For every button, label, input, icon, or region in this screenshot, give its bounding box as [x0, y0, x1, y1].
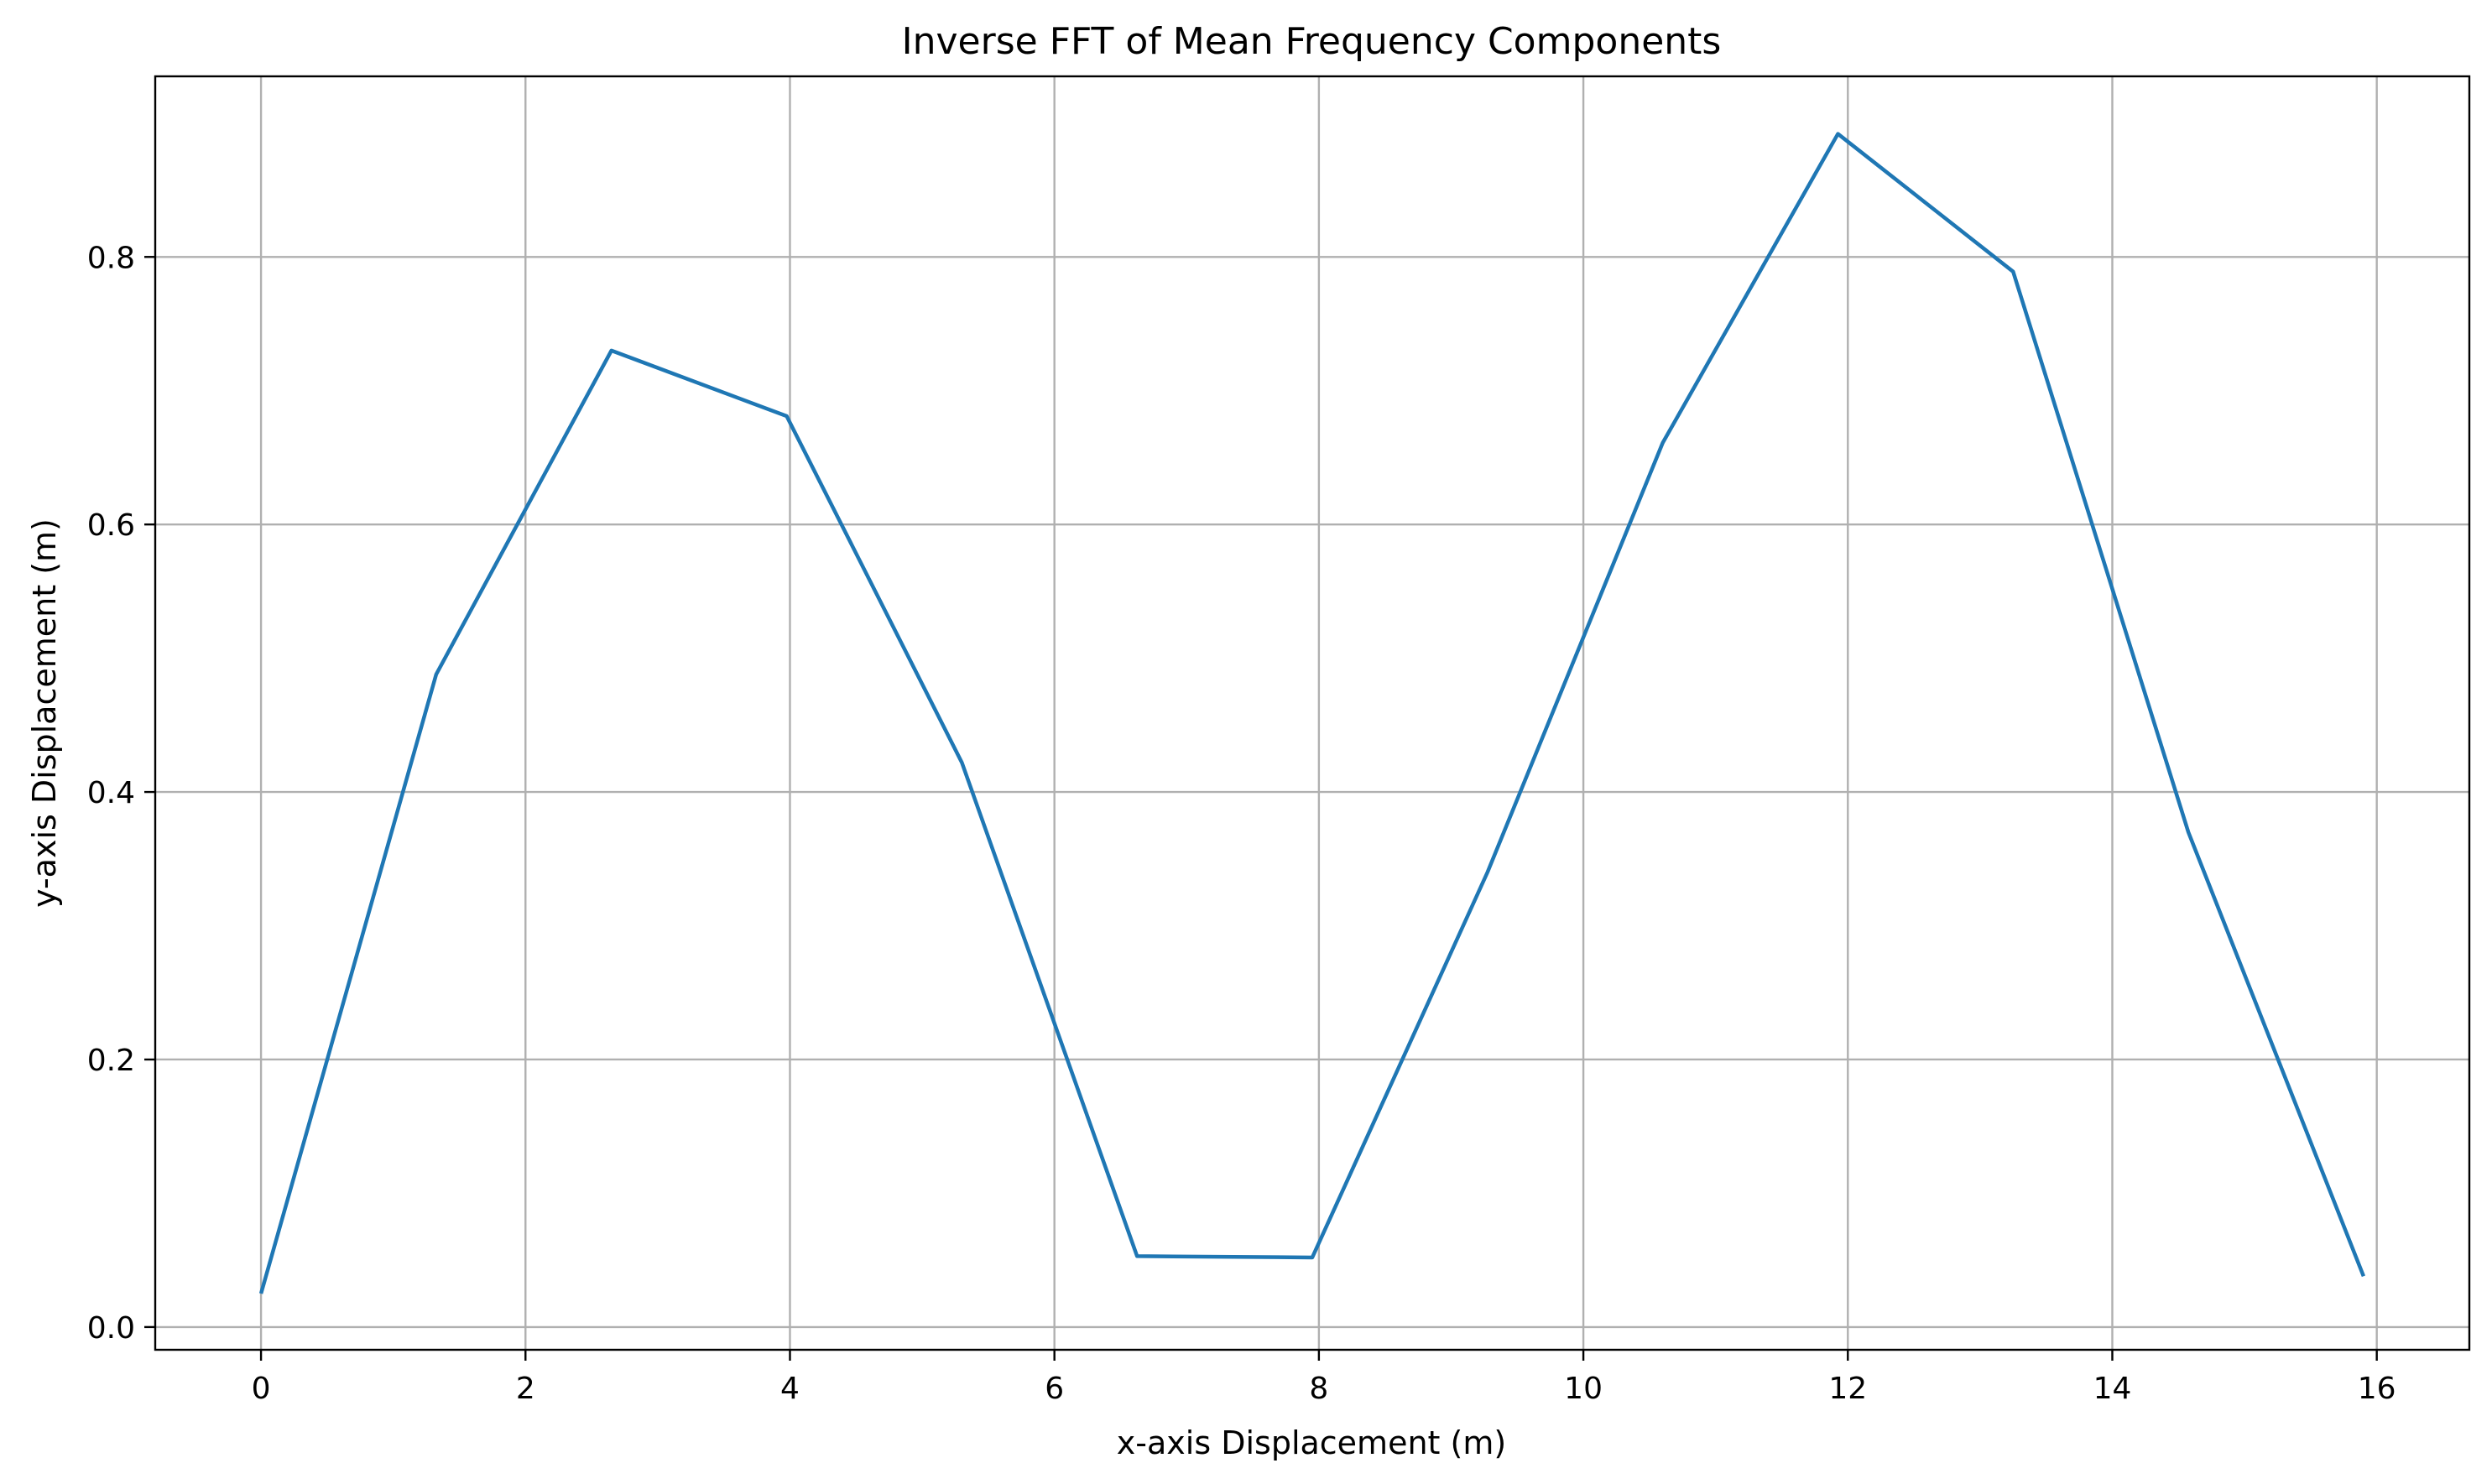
y-tick-label: 0.6: [87, 508, 135, 543]
x-tick-label: 8: [1309, 1372, 1328, 1406]
x-tick-label: 14: [2093, 1372, 2132, 1406]
y-tick-label: 0.8: [87, 241, 135, 275]
x-tick-label: 12: [1828, 1372, 1867, 1406]
x-tick-label: 16: [2358, 1372, 2396, 1406]
x-tick-label: 10: [1564, 1372, 1603, 1406]
horizontal-gridlines: [155, 256, 2469, 1329]
x-axis-label: x-axis Displacement (m): [1117, 1424, 1506, 1461]
series-line: [258, 132, 2366, 1294]
series-layer: [258, 132, 2366, 1294]
x-tick-label: 2: [516, 1372, 535, 1406]
vertical-gridlines: [259, 76, 2378, 1350]
y-axis-ticks: 0.0 0.2 0.4 0.6 0.8: [87, 241, 155, 1346]
plot-area-frame: [154, 75, 2471, 1351]
x-tick-label: 4: [780, 1372, 800, 1406]
y-axis-label: y-axis Displacement (m): [26, 518, 63, 908]
y-tick-label: 0.4: [87, 776, 135, 810]
chart-title: Inverse FFT of Mean Frequency Components: [902, 20, 1722, 63]
x-tick-label: 6: [1045, 1372, 1064, 1406]
y-tick-label: 0.2: [87, 1044, 135, 1078]
x-tick-label: 0: [252, 1372, 271, 1406]
y-tick-label: 0.0: [87, 1311, 135, 1346]
x-axis-ticks: 0 2 4 6 8 10 12 14 16: [252, 1350, 2396, 1406]
